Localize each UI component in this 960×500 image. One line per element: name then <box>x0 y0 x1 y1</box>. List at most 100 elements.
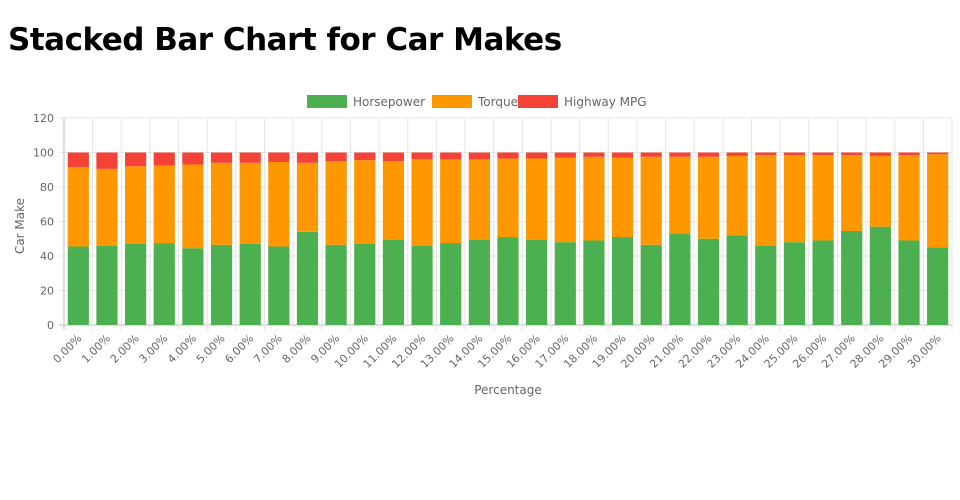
bar-torque[interactable] <box>697 156 720 239</box>
bar-highway-mpg[interactable] <box>67 152 89 168</box>
bar-highway-mpg[interactable] <box>755 152 777 156</box>
bar-horsepower[interactable] <box>697 238 720 325</box>
bar-torque[interactable] <box>869 155 891 227</box>
bar-torque[interactable] <box>182 164 204 249</box>
bar-horsepower[interactable] <box>153 243 175 325</box>
x-axis-ticks: 0.00%1.00%2.00%3.00%4.00%5.00%6.00%7.00%… <box>51 332 944 371</box>
bar-horsepower[interactable] <box>268 246 290 325</box>
bar-highway-mpg[interactable] <box>898 152 920 156</box>
bar-torque[interactable] <box>611 157 634 238</box>
bar-highway-mpg[interactable] <box>440 152 462 160</box>
bar-highway-mpg[interactable] <box>239 152 261 163</box>
bar-torque[interactable] <box>783 155 806 243</box>
bar-highway-mpg[interactable] <box>296 152 319 163</box>
bar-highway-mpg[interactable] <box>268 152 290 162</box>
bar-highway-mpg[interactable] <box>726 152 748 156</box>
bar-torque[interactable] <box>927 154 949 248</box>
legend-label[interactable]: Horsepower <box>353 95 425 109</box>
bar-horsepower[interactable] <box>812 240 834 325</box>
bar-torque[interactable] <box>640 156 662 245</box>
bar-horsepower[interactable] <box>182 248 204 325</box>
bar-horsepower[interactable] <box>468 239 490 325</box>
bar-highway-mpg[interactable] <box>611 152 634 158</box>
bar-torque[interactable] <box>440 159 462 244</box>
bar-horsepower[interactable] <box>440 243 462 325</box>
bar-horsepower[interactable] <box>583 240 605 325</box>
legend-label[interactable]: Highway MPG <box>564 95 647 109</box>
bar-horsepower[interactable] <box>125 243 147 325</box>
bar-highway-mpg[interactable] <box>411 152 433 160</box>
bar-horsepower[interactable] <box>239 243 261 325</box>
bar-highway-mpg[interactable] <box>382 152 405 162</box>
bar-highway-mpg[interactable] <box>783 152 806 156</box>
bar-highway-mpg[interactable] <box>497 152 519 159</box>
bar-horsepower[interactable] <box>210 244 233 325</box>
bar-torque[interactable] <box>382 161 405 240</box>
bar-horsepower[interactable] <box>354 243 376 325</box>
bar-torque[interactable] <box>153 165 175 244</box>
bar-torque[interactable] <box>67 167 89 247</box>
bar-torque[interactable] <box>268 161 290 247</box>
bar-torque[interactable] <box>554 157 576 243</box>
bar-highway-mpg[interactable] <box>640 152 662 157</box>
legend-swatch-highway-mpg[interactable] <box>518 95 558 108</box>
bar-horsepower[interactable] <box>669 233 691 325</box>
bar-highway-mpg[interactable] <box>125 152 147 167</box>
bar-highway-mpg[interactable] <box>182 152 204 165</box>
legend-swatch-horsepower[interactable] <box>307 95 347 108</box>
bar-torque[interactable] <box>755 155 777 246</box>
bar-horsepower[interactable] <box>726 235 748 325</box>
bar-horsepower[interactable] <box>497 237 519 325</box>
bar-highway-mpg[interactable] <box>325 152 347 162</box>
bar-highway-mpg[interactable] <box>468 152 490 160</box>
bar-torque[interactable] <box>210 162 233 245</box>
bar-torque[interactable] <box>812 155 834 241</box>
bar-horsepower[interactable] <box>296 231 319 325</box>
bar-horsepower[interactable] <box>526 239 548 325</box>
bar-highway-mpg[interactable] <box>96 152 118 169</box>
bar-horsepower[interactable] <box>554 242 576 325</box>
bar-torque[interactable] <box>96 168 118 246</box>
bar-torque[interactable] <box>841 155 863 231</box>
bar-highway-mpg[interactable] <box>354 152 376 161</box>
bar-highway-mpg[interactable] <box>526 152 548 159</box>
bar-horsepower[interactable] <box>67 246 89 325</box>
legend-label[interactable]: Torque <box>477 95 518 109</box>
bar-horsepower[interactable] <box>382 239 405 325</box>
bar-torque[interactable] <box>497 158 519 238</box>
bar-torque[interactable] <box>125 166 147 244</box>
bar-horsepower[interactable] <box>783 242 806 325</box>
bar-horsepower[interactable] <box>325 244 347 325</box>
bar-highway-mpg[interactable] <box>554 152 576 158</box>
bar-highway-mpg[interactable] <box>583 152 605 157</box>
bar-horsepower[interactable] <box>96 245 118 325</box>
bar-highway-mpg[interactable] <box>697 152 720 157</box>
bar-highway-mpg[interactable] <box>210 152 233 163</box>
bar-torque[interactable] <box>296 162 319 232</box>
bar-highway-mpg[interactable] <box>841 152 863 156</box>
bar-horsepower[interactable] <box>869 226 891 325</box>
bar-horsepower[interactable] <box>898 240 920 325</box>
bar-highway-mpg[interactable] <box>869 152 891 156</box>
bar-horsepower[interactable] <box>755 245 777 325</box>
legend-swatch-torque[interactable] <box>432 95 472 108</box>
bar-highway-mpg[interactable] <box>669 152 691 157</box>
bar-torque[interactable] <box>526 158 548 240</box>
bar-horsepower[interactable] <box>841 230 863 325</box>
bar-horsepower[interactable] <box>927 247 949 325</box>
bar-torque[interactable] <box>898 155 920 241</box>
bar-torque[interactable] <box>468 159 490 240</box>
bar-horsepower[interactable] <box>640 244 662 325</box>
bar-torque[interactable] <box>411 159 433 246</box>
bar-torque[interactable] <box>354 160 376 244</box>
bar-torque[interactable] <box>239 162 261 244</box>
bar-highway-mpg[interactable] <box>812 152 834 156</box>
bar-torque[interactable] <box>583 156 605 241</box>
bar-highway-mpg[interactable] <box>153 152 175 166</box>
bar-highway-mpg[interactable] <box>927 152 949 155</box>
bar-horsepower[interactable] <box>411 245 433 325</box>
bar-torque[interactable] <box>325 161 347 245</box>
bar-horsepower[interactable] <box>611 237 634 325</box>
bar-torque[interactable] <box>726 155 748 236</box>
bar-torque[interactable] <box>669 156 691 234</box>
